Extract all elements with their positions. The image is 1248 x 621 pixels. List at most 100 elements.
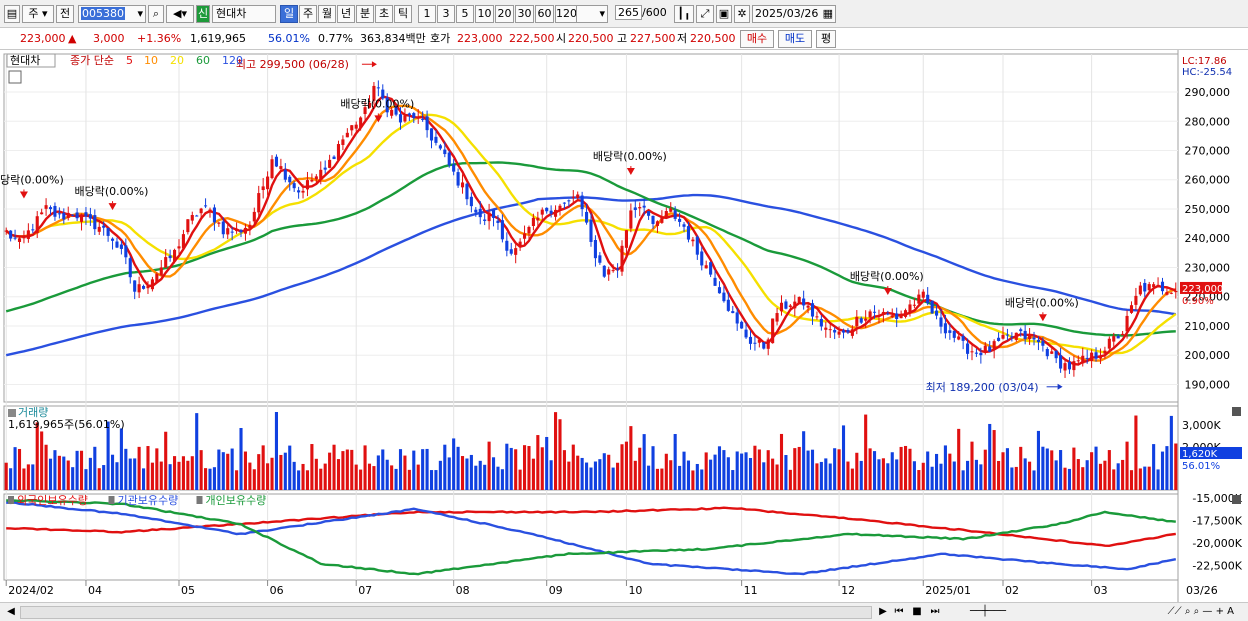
volume-bar-189 <box>841 425 846 490</box>
type-select[interactable]: 주 ▾ <box>22 5 54 23</box>
layout-icon[interactable]: ▤ <box>4 5 20 23</box>
candle-body <box>726 299 730 311</box>
low-label: 최저 189,200 (03/04) <box>926 381 1039 394</box>
volume-bar-181 <box>806 450 810 490</box>
candle-body <box>79 214 84 222</box>
candle-icon[interactable]: ┃╻ <box>674 5 694 23</box>
candle-body <box>372 85 376 101</box>
scroll-track[interactable] <box>20 606 872 619</box>
period-tab-2[interactable]: 월 <box>318 5 336 23</box>
change-value: 3,000 <box>93 32 125 45</box>
count-field[interactable]: 265/600 <box>612 5 668 23</box>
scroll-left-button[interactable]: ◀ <box>7 606 15 617</box>
volume-tick-0: 3,000K <box>1182 419 1221 432</box>
interval-tab-5[interactable]: 5 <box>456 5 474 23</box>
volume-bar-75 <box>336 459 341 490</box>
date-field[interactable]: 2025/03/26 ▦ <box>752 5 836 23</box>
candle-231 <box>1028 327 1032 345</box>
sell-button[interactable]: 매도 <box>778 30 812 48</box>
candle-30 <box>137 276 141 299</box>
candle-158 <box>704 260 708 269</box>
candle-240 <box>1067 357 1072 374</box>
avg-button[interactable]: 평 <box>816 30 836 48</box>
period-tab-3[interactable]: 년 <box>337 5 355 23</box>
candle-249 <box>1107 336 1111 352</box>
period-tab-1[interactable]: 주 <box>299 5 317 23</box>
interval-tab-3[interactable]: 3 <box>437 5 455 23</box>
code-input[interactable]: 005380 ▾ <box>78 5 146 23</box>
last-page-icon[interactable]: ⏭ <box>930 606 940 617</box>
volume-bar-46 <box>208 468 212 490</box>
candle-178 <box>793 294 797 317</box>
candle-108 <box>483 213 487 226</box>
interval-tab-60[interactable]: 60 <box>535 5 554 23</box>
candle-body <box>341 139 345 145</box>
candle-body <box>75 212 79 219</box>
first-page-icon[interactable]: ⏮ <box>894 606 904 617</box>
candle-body <box>509 249 513 254</box>
stock-chart[interactable]: 최고 299,500 (06/28) 최저 189,200 (03/04) 당락(0… <box>0 50 1248 602</box>
volume-bar-120 <box>536 435 540 490</box>
x-tick-label-9: 12 <box>841 584 855 597</box>
zoom-slider[interactable]: ──┼─── <box>969 606 1007 617</box>
tools-icon[interactable]: ⤢ <box>696 5 714 23</box>
buy-button[interactable]: 매수 <box>740 30 774 48</box>
candle-256 <box>1138 281 1142 296</box>
interval-tab-20[interactable]: 20 <box>495 5 514 23</box>
volume-bar-100 <box>447 457 451 490</box>
candle-body <box>31 229 35 231</box>
speaker-icon[interactable]: ◀▾ <box>166 5 194 23</box>
scrollbar[interactable]: ◀ ▶ ⏮ ■ ⏭ ──┼─── ⟋⟋ ⌕ ⌕ — + A <box>0 602 1248 621</box>
volume-bar-109 <box>487 441 491 490</box>
candle-150 <box>669 202 673 213</box>
volume-bar-43 <box>195 413 199 490</box>
candle-body <box>549 210 553 214</box>
candle-192 <box>855 310 859 335</box>
zoom-icons[interactable]: ⟋⟋ ⌕ ⌕ — + A <box>1167 606 1234 617</box>
candle-69 <box>310 173 314 183</box>
interval-tab-30[interactable]: 30 <box>515 5 534 23</box>
candle-48 <box>217 221 221 227</box>
code-input-value: 005380 <box>81 7 125 20</box>
candle-27 <box>124 238 128 265</box>
stock-name-field[interactable]: 현대차 <box>212 5 276 23</box>
candle-105 <box>469 192 473 213</box>
candle-179 <box>797 296 801 304</box>
candle-body <box>682 224 686 227</box>
prev-button[interactable]: 전 <box>56 5 74 23</box>
scroll-right-button[interactable]: ▶ <box>879 606 887 617</box>
period-tab-0[interactable]: 일 <box>280 5 298 23</box>
interval-tab-1[interactable]: 1 <box>418 5 436 23</box>
volume-bar-54 <box>243 451 247 490</box>
stop-icon[interactable]: ■ <box>912 606 922 617</box>
period-tab-6[interactable]: 틱 <box>394 5 412 23</box>
candle-14 <box>66 206 70 221</box>
count-value: 265 <box>615 5 642 20</box>
candle-body <box>624 230 628 248</box>
candle-233 <box>1036 336 1040 351</box>
interval-tab-120[interactable]: 120 <box>555 5 577 23</box>
y-tick-label-6: 250,000 <box>1185 203 1231 216</box>
candle-232 <box>1032 331 1036 346</box>
volume-bar-107 <box>478 460 482 490</box>
candle-body <box>88 214 92 219</box>
interval-input[interactable]: ▾ <box>574 5 608 23</box>
candle-83 <box>372 82 376 105</box>
search-icon[interactable]: ⌕ <box>148 5 164 23</box>
period-tab-4[interactable]: 분 <box>356 5 374 23</box>
dividend-label-7: 배당락(0.00%) <box>1005 296 1079 309</box>
gear-icon[interactable]: ✲ <box>734 5 750 23</box>
candle-body <box>518 241 522 248</box>
save-icon[interactable]: ▣ <box>716 5 732 23</box>
volume-bar-240 <box>1067 468 1072 490</box>
volume-bar-128 <box>571 444 575 490</box>
period-tab-5[interactable]: 초 <box>375 5 393 23</box>
candle-body <box>212 207 216 223</box>
interval-tab-10[interactable]: 10 <box>475 5 494 23</box>
candle-145 <box>647 211 651 220</box>
volume-bar-187 <box>833 448 837 490</box>
stock-legend-name: 현대차 <box>10 54 40 67</box>
volume-bar-135 <box>602 453 606 490</box>
volume-bar-69 <box>310 444 314 490</box>
volume-bar-216 <box>961 470 965 490</box>
